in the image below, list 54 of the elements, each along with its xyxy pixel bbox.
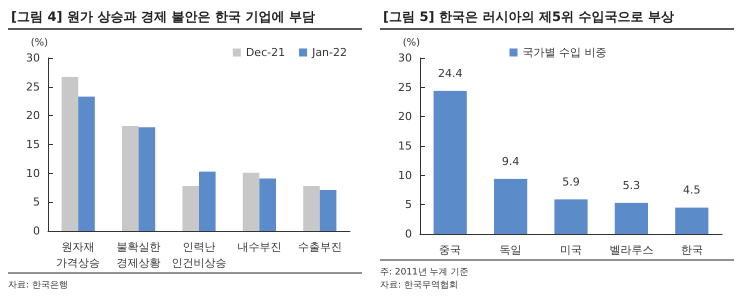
bar <box>675 208 708 234</box>
y-tick-label: 15 <box>26 138 40 151</box>
bar <box>242 172 260 231</box>
x-tick-label: 인력난 인건비상승 <box>172 240 226 270</box>
data-label: 5.3 <box>622 178 640 192</box>
x-tick-label: 벨라루스 <box>609 244 654 256</box>
y-tick-label: 5 <box>33 196 40 209</box>
bar <box>122 126 139 231</box>
text: 자료: 한국무역협회 <box>380 280 458 290</box>
x-tick-label: 원자재 가격상승 <box>56 240 100 270</box>
y-tick-label: 20 <box>26 109 40 122</box>
text: 자료: 한국은행 <box>8 280 68 290</box>
y-tick-label: 10 <box>26 166 40 180</box>
y-tick-label: 20 <box>398 110 412 124</box>
bar <box>614 202 648 234</box>
x-tick-label: 수출부진 <box>298 240 342 254</box>
y-tick-label: 0 <box>405 228 412 240</box>
bar <box>303 186 320 231</box>
bar <box>199 172 216 231</box>
x-tick-label: 한국 <box>680 244 703 256</box>
bar <box>182 186 199 231</box>
legend-label: Jan-22 <box>311 46 348 59</box>
x-tick-label: 중국 <box>439 244 462 256</box>
data-label: 9.4 <box>502 154 520 168</box>
y-tick-label: 25 <box>26 80 40 94</box>
y-tick-label: 5 <box>405 198 412 212</box>
bar <box>554 199 588 234</box>
chart-title: [그림 5] 한국은 러시아의 제5위 수입국으로 부상 <box>383 10 674 25</box>
y-axis-title: (%) <box>30 38 48 48</box>
y-tick-label: 10 <box>398 168 412 182</box>
x-tick-label: 내수부진 <box>237 240 282 254</box>
x-tick-label: 독일 <box>500 244 522 256</box>
bar <box>62 77 78 231</box>
bar <box>494 178 528 234</box>
bar <box>434 90 467 234</box>
data-label: 24.4 <box>438 66 462 80</box>
x-tick-label: 불확실한 경제상황 <box>116 240 161 270</box>
y-tick-label: 30 <box>398 52 412 64</box>
y-axis-title: (%) <box>402 38 420 48</box>
bar <box>138 127 156 231</box>
data-label: 5.9 <box>562 175 580 188</box>
y-tick-label: 0 <box>33 224 40 238</box>
legend-label: 국가별 수입 비중 <box>522 46 607 59</box>
bar <box>78 96 95 231</box>
legend-label: Dec-21 <box>246 46 286 59</box>
text: 주: 2011년 누계 기준 <box>380 268 469 278</box>
y-tick-label: 30 <box>26 52 40 64</box>
chart-title: [그림 4] 원가 상승과 경제 불안은 한국 기업에 부담 <box>11 10 316 25</box>
bar <box>320 190 336 231</box>
x-tick-label: 미국 <box>560 244 582 256</box>
y-tick-label: 15 <box>398 140 412 152</box>
data-label: 4.5 <box>683 184 701 197</box>
bar <box>259 178 276 231</box>
y-tick-label: 25 <box>398 80 412 94</box>
